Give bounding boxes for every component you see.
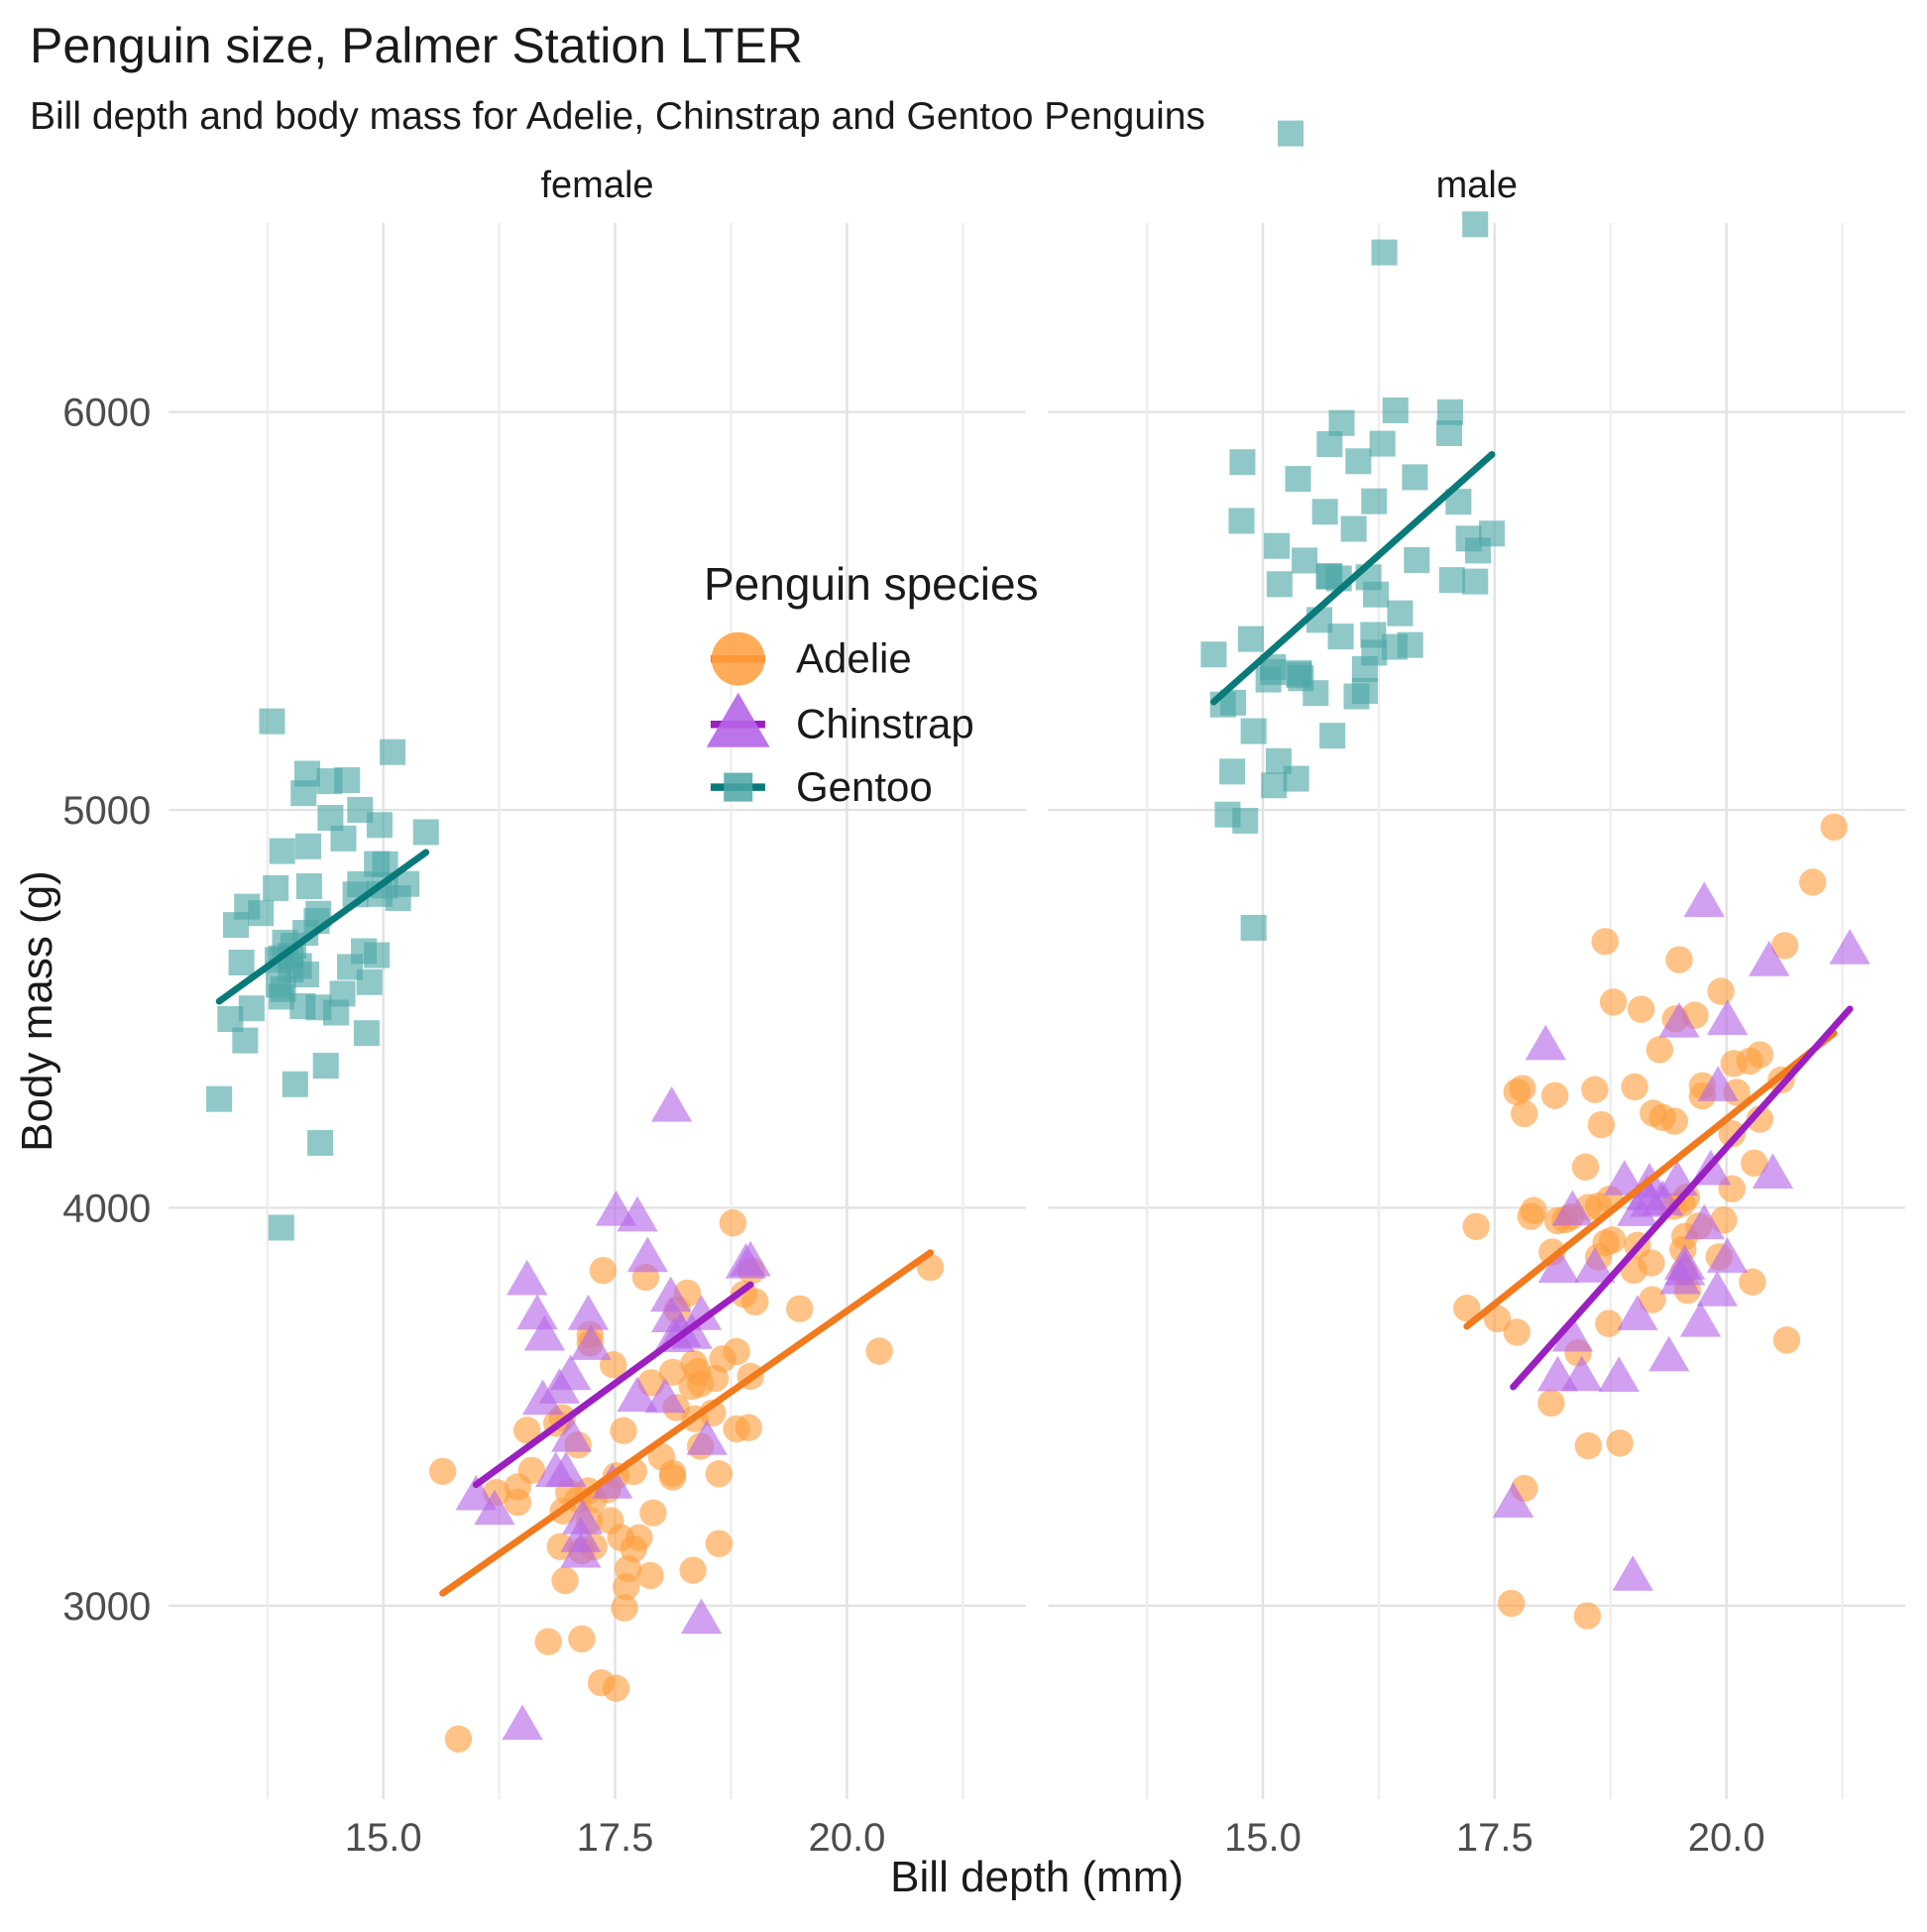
svg-text:female: female bbox=[540, 165, 653, 206]
svg-text:Penguin size, Palmer Station L: Penguin size, Palmer Station LTER bbox=[30, 18, 803, 73]
svg-text:15.0: 15.0 bbox=[345, 1816, 422, 1860]
svg-text:Body mass (g): Body mass (g) bbox=[13, 870, 61, 1152]
svg-text:3000: 3000 bbox=[62, 1585, 151, 1629]
svg-text:Gentoo: Gentoo bbox=[796, 763, 933, 810]
svg-text:5000: 5000 bbox=[62, 789, 151, 833]
svg-text:4000: 4000 bbox=[62, 1187, 151, 1230]
svg-text:Bill depth (mm): Bill depth (mm) bbox=[890, 1853, 1184, 1901]
svg-text:20.0: 20.0 bbox=[808, 1816, 885, 1860]
svg-text:male: male bbox=[1436, 165, 1518, 206]
svg-text:20.0: 20.0 bbox=[1688, 1816, 1765, 1860]
svg-text:15.0: 15.0 bbox=[1224, 1816, 1302, 1860]
svg-text:17.5: 17.5 bbox=[1456, 1816, 1533, 1860]
svg-text:Chinstrap: Chinstrap bbox=[796, 701, 974, 747]
svg-text:Adelie: Adelie bbox=[796, 635, 912, 682]
svg-text:Penguin species: Penguin species bbox=[704, 558, 1039, 610]
svg-text:6000: 6000 bbox=[62, 392, 151, 435]
svg-text:Bill depth and body mass for A: Bill depth and body mass for Adelie, Chi… bbox=[30, 95, 1205, 138]
svg-text:17.5: 17.5 bbox=[577, 1816, 654, 1860]
